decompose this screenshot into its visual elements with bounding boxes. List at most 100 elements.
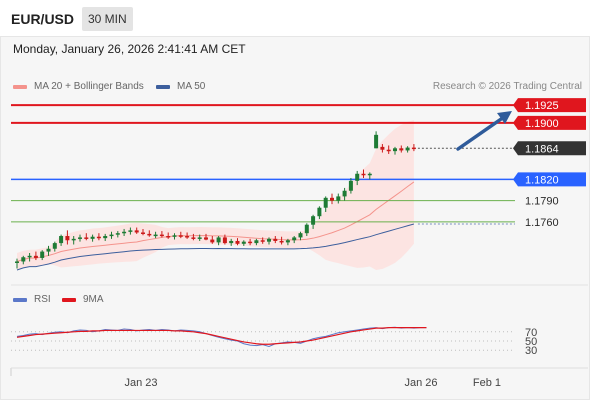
- credit-text: Research © 2026 Trading Central: [432, 81, 582, 92]
- candle-body: [59, 236, 64, 244]
- candle-body: [204, 237, 208, 240]
- rsi-line: [16, 326, 427, 348]
- ma50-line: [16, 223, 415, 271]
- candle-body: [122, 231, 127, 234]
- candle-body: [115, 233, 120, 235]
- chart-panel: [0, 36, 590, 400]
- candle-body: [147, 233, 152, 236]
- candle-body: [78, 237, 82, 239]
- symbol-label: EUR/USD: [11, 11, 75, 27]
- candle-body: [71, 238, 76, 241]
- candle-body: [411, 147, 416, 150]
- candle-body: [178, 235, 183, 237]
- candle-body: [96, 236, 101, 239]
- candle-body: [84, 237, 89, 239]
- candle-body: [298, 233, 303, 238]
- candle-body: [90, 236, 95, 239]
- candle-body: [386, 149, 391, 152]
- rsi-tick-label: 70: [525, 327, 537, 339]
- candle-body: [210, 239, 215, 243]
- candle-body: [134, 230, 139, 233]
- candle-body: [336, 196, 341, 201]
- legend-rsi-label: RSI: [34, 294, 51, 305]
- rsi-tick-label: 30: [525, 345, 537, 357]
- candle-body: [285, 240, 290, 243]
- legend-ma9: 9MA: [62, 294, 104, 305]
- candle-body: [185, 236, 190, 238]
- candle-body: [355, 173, 360, 181]
- candle-body: [128, 230, 133, 232]
- legend-ma-bb-swatch: [13, 84, 27, 89]
- candle-body: [216, 237, 221, 243]
- x-tick-label: Jan 23: [124, 377, 157, 389]
- candle-body: [159, 234, 164, 237]
- legend-ma50-swatch: [156, 84, 170, 89]
- candle-body: [311, 216, 316, 225]
- candle-body: [40, 251, 45, 258]
- candle-body: [279, 240, 284, 243]
- candle-body: [342, 190, 347, 197]
- projection-arrow: [456, 115, 506, 151]
- price-tag-label: 1.1864: [525, 143, 559, 155]
- candle-body: [348, 180, 353, 191]
- candle-body: [21, 257, 26, 262]
- candle-body: [248, 241, 253, 244]
- price-tag-label: 1.1925: [525, 100, 559, 112]
- legend-ma50-label: MA 50: [177, 81, 206, 92]
- price-tag-label: 1.1900: [525, 118, 559, 130]
- candle-body: [374, 134, 379, 149]
- x-tick-label: Jan 26: [404, 377, 437, 389]
- candle-body: [191, 237, 196, 239]
- candle-body: [15, 261, 19, 263]
- rsi-ma9-line: [16, 327, 427, 345]
- price-tag: [513, 141, 586, 156]
- candle-body: [241, 241, 246, 244]
- price-tag-label: 1.1820: [525, 174, 559, 186]
- price-tag: [513, 115, 586, 130]
- candle-body: [393, 148, 397, 152]
- candle-body: [254, 240, 259, 244]
- candle-body: [27, 255, 32, 258]
- candle-body: [65, 236, 70, 241]
- legend-ma9-label: 9MA: [83, 294, 104, 305]
- ma20-line: [16, 181, 415, 262]
- projection-arrowhead: [497, 111, 512, 124]
- candle-body: [361, 173, 366, 176]
- bollinger-band: [17, 120, 414, 270]
- price-tag: [513, 172, 586, 187]
- candle-body: [229, 240, 234, 244]
- candle-body: [172, 235, 177, 237]
- candle-body: [317, 207, 322, 217]
- candle-body: [109, 234, 114, 237]
- legend-rsi-swatch: [13, 297, 27, 302]
- candle-body: [235, 240, 240, 244]
- legend-ma50: MA 50: [156, 81, 205, 92]
- candle-body: [52, 243, 57, 249]
- x-tick-label: Feb 1: [473, 377, 501, 389]
- candle-body: [273, 238, 278, 241]
- candle-body: [399, 148, 404, 151]
- legend-ma-bb-label: MA 20 + Bollinger Bands: [34, 81, 144, 92]
- candle-body: [103, 236, 108, 239]
- legend-ma9-swatch: [62, 297, 76, 302]
- header: EUR/USD 30 MIN: [0, 0, 590, 36]
- timeframe-button[interactable]: 30 MIN: [82, 7, 133, 31]
- legend-ma-bb: MA 20 + Bollinger Bands: [13, 81, 144, 92]
- candle-body: [141, 232, 145, 234]
- level-label: 1.1760: [525, 217, 559, 229]
- candle-body: [33, 255, 38, 258]
- candle-body: [304, 224, 309, 234]
- rsi-tick-label: 50: [525, 336, 537, 348]
- candle-body: [46, 248, 51, 252]
- candle-body: [405, 147, 410, 151]
- candle-body: [367, 173, 372, 176]
- timestamp: Monday, January 26, 2026 2:41:41 AM CET: [13, 42, 246, 56]
- legend-rsi: RSI: [13, 294, 51, 305]
- candle-body: [197, 237, 202, 239]
- candle-body: [330, 197, 334, 201]
- price-tag: [513, 98, 586, 113]
- candle-body: [260, 240, 265, 242]
- candle-body: [153, 234, 158, 237]
- candle-body: [166, 236, 171, 238]
